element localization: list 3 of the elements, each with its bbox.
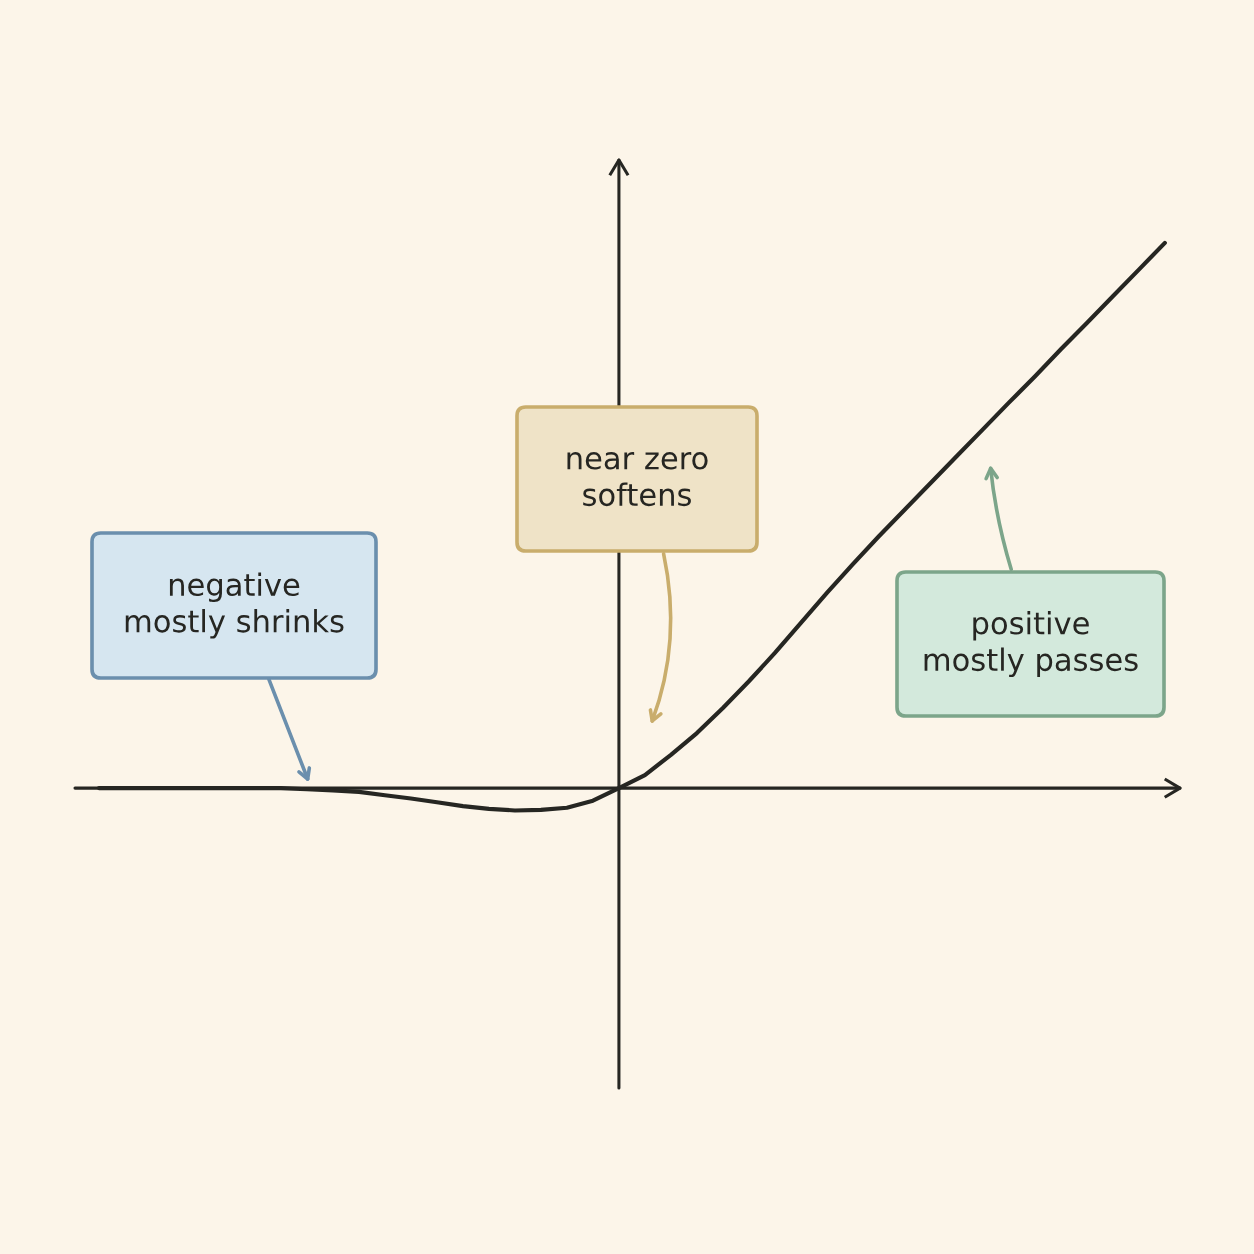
annotation: negative mostly shrinks xyxy=(125,572,344,639)
annotation: near zero softens xyxy=(567,452,708,507)
annotation: positive mostly passes xyxy=(924,610,1138,678)
